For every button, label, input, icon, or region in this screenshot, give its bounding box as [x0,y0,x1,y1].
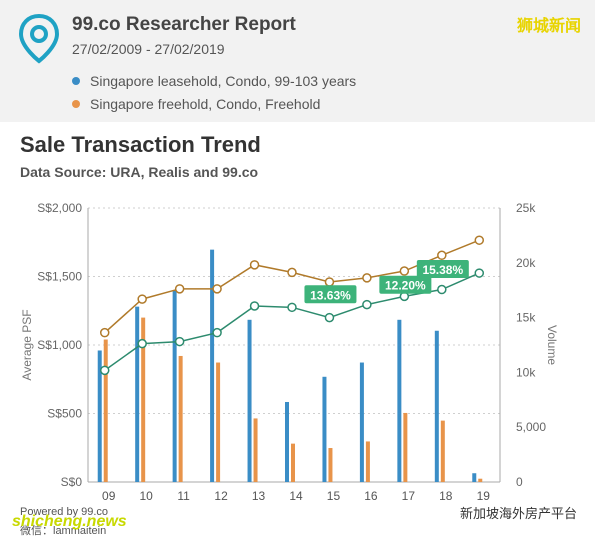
point-freehold [249,260,260,270]
y-right-tick-label: 0 [516,475,523,489]
point-freehold [474,235,485,245]
y-left-tick-label: S$1,500 [37,270,82,284]
y-right-axis-label: Volume [545,325,559,365]
legend-dot-freehold [72,100,80,108]
point-freehold [174,284,185,294]
x-tick-label: 18 [439,489,453,502]
y-right-tick-label: 15k [516,311,536,325]
annotation-label: 12.20% [385,279,426,293]
chart-title: Sale Transaction Trend [20,132,261,157]
y-right-tick-label: 20k [516,256,536,270]
point-leasehold [362,299,372,310]
bar-leasehold [135,306,140,482]
point-leasehold [137,338,147,349]
x-tick-label: 12 [214,489,228,502]
x-tick-label: 14 [289,489,303,502]
point-leasehold [249,301,260,311]
point-freehold [287,267,297,278]
report-header: 99.co Researcher Report 27/02/2009 - 27/… [0,0,595,122]
bar-leasehold [210,249,215,482]
legend-entry-leasehold: Singapore leasehold, Condo, 99-103 years [72,73,356,89]
y-left-tick-label: S$500 [47,407,82,421]
point-freehold [362,273,372,283]
bar-leasehold [472,473,477,482]
point-freehold [99,327,110,338]
bar-leasehold [359,362,364,482]
point-freehold [212,284,222,294]
report-title: 99.co Researcher Report [72,14,296,35]
bar-leasehold [434,330,439,482]
point-leasehold [174,336,185,347]
legend-entry-freehold: Singapore freehold, Condo, Freehold [72,96,320,112]
point-leasehold [437,284,447,295]
y-right-tick-label: 5,000 [516,420,546,434]
legend-label-leasehold: Singapore leasehold, Condo, 99-103 years [90,73,357,89]
watermark-top: 狮城新闻 [516,18,581,35]
y-left-tick-label: S$0 [61,475,83,489]
bar-leasehold [285,401,289,482]
y-left-tick-label: S$1,000 [37,338,82,352]
annotation-label: 13.63% [310,288,351,302]
annotation-label: 15.38% [422,263,463,277]
bar-freehold [440,420,445,482]
bar-freehold [403,412,408,482]
bar-leasehold [322,376,327,482]
bar-freehold [178,355,183,482]
point-leasehold [99,365,110,376]
bar-freehold [365,441,370,482]
y-right-tick-label: 10k [516,365,536,379]
watermark-left: shicheng.news [12,513,127,530]
point-leasehold [324,312,335,323]
legend-label-freehold: Singapore freehold, Condo, Freehold [90,96,321,112]
bar-freehold [141,317,146,482]
x-tick-label: 15 [327,489,341,502]
annotation-badge [379,275,432,294]
y-right-tick-label: 25k [516,201,536,215]
annotation-badge [416,259,469,278]
bar-freehold [103,339,108,482]
data-source: Data Source: URA, Realis and 99.co [20,164,259,180]
date-range: 27/02/2009 - 27/02/2019 [72,41,225,57]
point-freehold [437,250,447,261]
watermark-right: 新加坡海外房产平台 [459,506,577,521]
point-leasehold [474,268,485,278]
point-freehold [137,294,147,304]
x-tick-label: 09 [102,489,116,502]
x-tick-label: 16 [364,489,378,502]
point-freehold [399,266,410,276]
legend-dot-leasehold [72,77,80,85]
point-leasehold [212,327,222,338]
annotation-badge [304,285,357,304]
point-leasehold [287,302,297,313]
x-tick-label: 19 [477,489,491,502]
x-tick-label: 11 [177,489,190,502]
bar-leasehold [397,319,402,482]
bar-freehold [216,362,221,482]
bar-freehold [328,448,333,482]
bar-freehold [291,443,295,482]
y-left-axis-label: Average PSF [20,309,34,380]
wechat-handle: 微信：lammaitein [20,525,107,537]
x-tick-label: 10 [140,489,154,502]
bar-freehold [478,478,483,482]
sale-transaction-chart: S$0 S$500 S$1,000 S$1,500 S$2,000 0 5,000 10k 15… [20,201,559,502]
x-tick-label: 13 [252,489,266,502]
y-left-tick-label: S$2,000 [37,201,82,215]
powered-by: Powered by 99.co [20,506,109,518]
bar-leasehold [247,319,252,482]
bar-leasehold [172,290,177,482]
point-freehold [324,277,335,287]
bar-leasehold [97,350,102,482]
x-tick-label: 17 [402,489,416,502]
location-pin-icon [18,14,60,64]
bar-freehold [253,418,258,482]
